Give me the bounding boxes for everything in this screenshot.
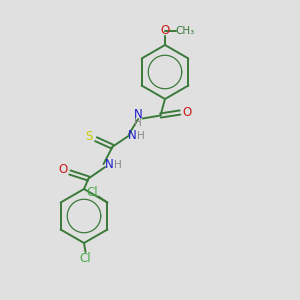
Text: O: O <box>59 163 68 176</box>
Text: N: N <box>105 158 114 171</box>
Text: Cl: Cl <box>80 252 91 265</box>
Text: N: N <box>134 108 142 122</box>
Text: CH₃: CH₃ <box>175 26 194 36</box>
Text: O: O <box>182 106 191 119</box>
Text: H: H <box>134 118 142 128</box>
Text: H: H <box>136 130 144 141</box>
Text: S: S <box>86 130 93 143</box>
Text: O: O <box>160 24 169 37</box>
Text: N: N <box>128 129 136 142</box>
Text: H: H <box>114 160 122 170</box>
Text: Cl: Cl <box>86 186 98 200</box>
